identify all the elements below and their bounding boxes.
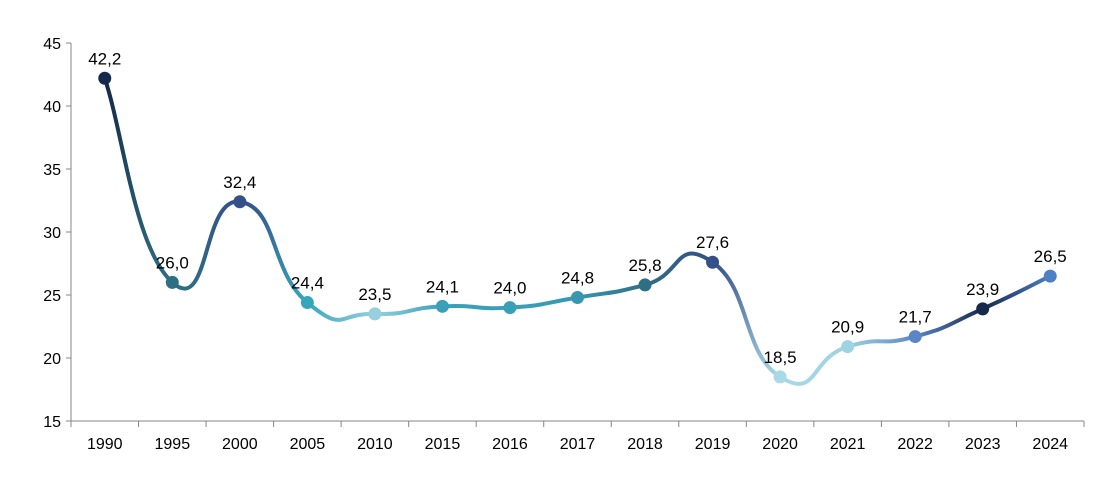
y-tick-label: 30 [43, 225, 61, 242]
data-point [98, 71, 112, 85]
data-label: 32,4 [223, 173, 256, 192]
x-tick-label: 2005 [290, 436, 326, 453]
x-tick-label: 2015 [425, 436, 461, 453]
data-point [233, 195, 247, 209]
line-segment [102, 76, 175, 285]
y-tick-label: 40 [43, 99, 61, 116]
x-tick-label: 1990 [87, 436, 123, 453]
data-point [773, 370, 787, 384]
axes: 15 20 25 30 35 40 45 1990 1995 2000 2005 2010 2015 20… [43, 36, 1085, 453]
y-tick-label: 25 [43, 288, 61, 305]
line-segment [237, 199, 310, 305]
data-point [300, 296, 314, 310]
x-tick-label: 2000 [222, 436, 258, 453]
line-segment [778, 344, 850, 386]
line-segment [440, 304, 512, 311]
data-label: 18,5 [764, 348, 797, 367]
line-segment [305, 300, 377, 322]
line-segment [170, 199, 242, 291]
data-label: 24,8 [561, 269, 594, 288]
data-point [571, 291, 584, 305]
x-tick-label: 2016 [492, 436, 528, 453]
data-point [165, 275, 179, 289]
data-point [503, 301, 517, 315]
x-tick-label: 2017 [560, 436, 596, 453]
line-segment [845, 334, 918, 349]
data-point [435, 299, 449, 313]
y-tick-label: 20 [43, 351, 61, 368]
data-labels: 42,2 26,0 32,4 24,4 23,5 24,1 24,0 24,8 25,8 27,6… [88, 49, 1067, 367]
data-point [908, 330, 922, 344]
data-label: 24,1 [426, 277, 459, 296]
line-segment [372, 304, 445, 316]
data-label: 26,0 [156, 253, 189, 272]
data-point [706, 255, 720, 269]
y-tick-label: 15 [43, 414, 61, 431]
data-label: 21,7 [899, 308, 932, 327]
data-label: 26,5 [1034, 247, 1067, 266]
data-point [841, 340, 855, 354]
x-tick-label: 2020 [762, 436, 798, 453]
x-tick-label: 2022 [897, 436, 933, 453]
line-segment [913, 306, 985, 339]
x-tick-label: 2018 [627, 436, 663, 453]
line-segment [710, 260, 783, 379]
y-tick-label: 35 [43, 162, 61, 179]
data-label: 42,2 [88, 49, 121, 68]
data-label: 24,0 [493, 279, 526, 298]
data-label: 20,9 [831, 318, 864, 337]
line-segment [507, 295, 580, 310]
line-segment [643, 251, 715, 287]
x-tick-label: 2021 [830, 436, 866, 453]
x-tick-label: 2024 [1032, 436, 1068, 453]
line-segment [575, 282, 648, 300]
data-point [976, 302, 990, 316]
series-points [98, 71, 1057, 384]
data-point [1043, 269, 1057, 283]
x-tick-label: 2019 [695, 436, 731, 453]
data-label: 24,4 [291, 274, 324, 293]
data-label: 25,8 [628, 256, 661, 275]
data-label: 27,6 [696, 233, 729, 252]
data-label: 23,9 [966, 280, 999, 299]
data-point [638, 278, 652, 292]
series-line [102, 76, 1053, 386]
data-point [368, 307, 382, 321]
x-tick-label: 2010 [357, 436, 393, 453]
x-tick-label: 1995 [155, 436, 191, 453]
data-label: 23,5 [358, 285, 391, 304]
y-tick-label: 45 [43, 36, 61, 53]
x-tick-label: 2023 [965, 436, 1001, 453]
